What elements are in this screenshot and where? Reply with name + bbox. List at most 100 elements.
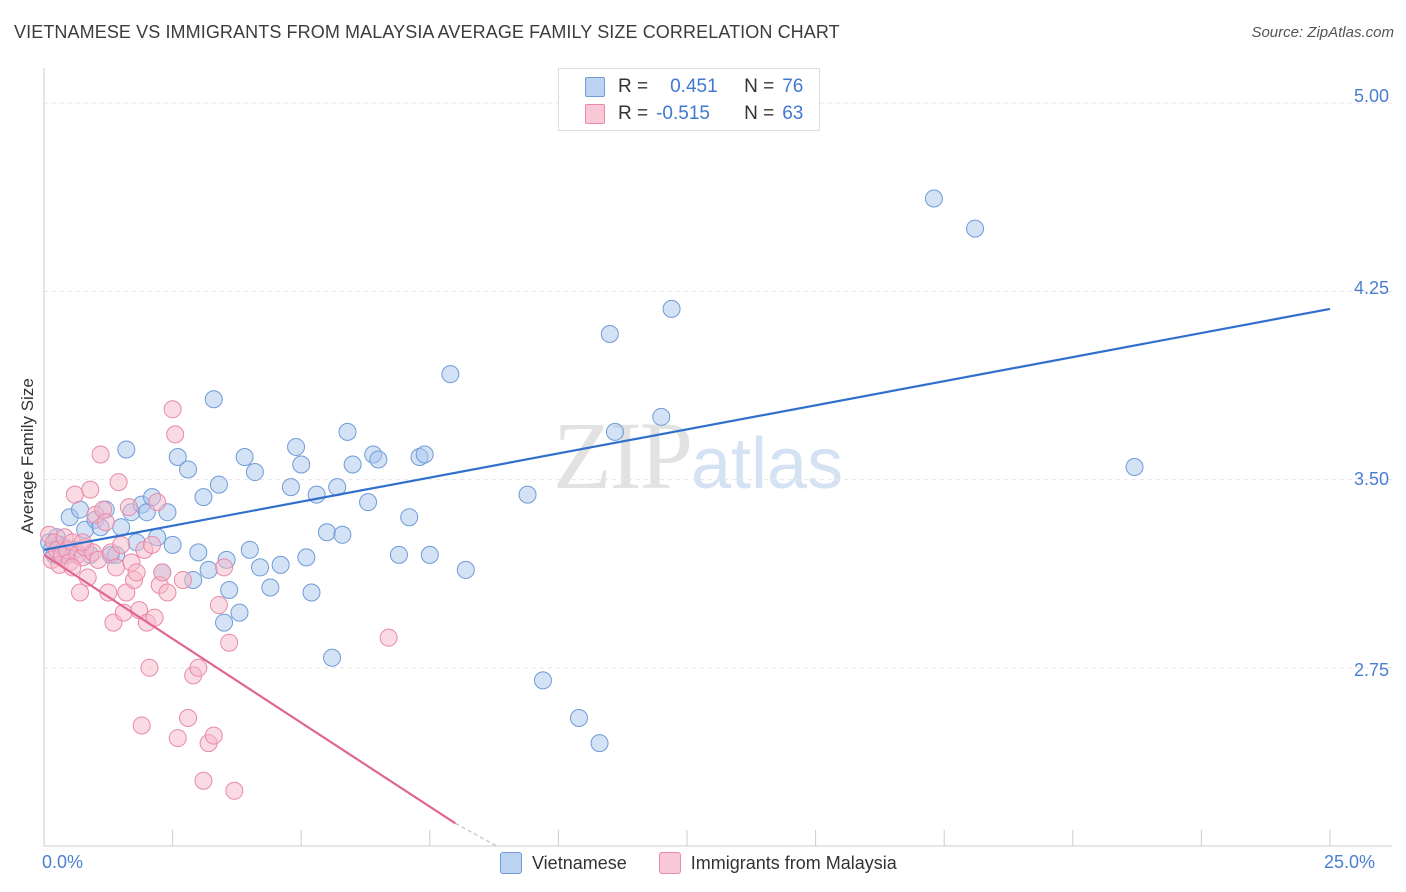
vietnamese-point (924, 189, 943, 208)
vietnamese-point (456, 560, 475, 579)
vietnamese-point (230, 603, 249, 622)
malaysia-trend-extension (455, 822, 498, 847)
vietnamese-point (415, 445, 434, 464)
series-legend: Vietnamese Immigrants from Malaysia (500, 852, 897, 874)
y-tick-label: 5.00 (1354, 86, 1390, 106)
malaysia-point (65, 485, 84, 504)
vietnamese-point (163, 535, 182, 554)
n-label: N = (744, 76, 775, 97)
vietnamese-point (323, 648, 342, 667)
vietnamese-point (605, 422, 624, 441)
vietnamese-point (271, 555, 290, 574)
malaysia-point (166, 425, 185, 444)
malaysia-point (119, 498, 138, 517)
vietnamese-point (117, 440, 136, 459)
malaysia-point (194, 771, 213, 790)
vietnamese-point (245, 463, 264, 482)
legend-row-vietnamese: R = 0.451 N = 76 (585, 75, 803, 99)
r-value: -0.515 (656, 103, 710, 124)
legend-row-malaysia: R = -0.515 N = 63 (585, 102, 803, 126)
vietnamese-point (338, 422, 357, 441)
vietnamese-point (420, 545, 439, 564)
n-value: 76 (782, 76, 804, 97)
malaysia-point (143, 535, 162, 554)
pink-swatch (585, 104, 605, 124)
vietnamese-point (359, 493, 378, 512)
malaysia-point (109, 473, 128, 492)
malaysia-point (81, 480, 100, 499)
x-tick-label: 0.0% (42, 852, 84, 872)
vietnamese-point (297, 548, 316, 567)
malaysia-point (215, 558, 234, 577)
vietnamese-point (220, 581, 239, 599)
malaysia-point (91, 445, 110, 464)
vietnamese-point (369, 450, 388, 469)
malaysia-point (209, 596, 228, 615)
x-tick-label: 25.0% (1324, 852, 1376, 872)
malaysia-point (158, 583, 177, 602)
y-axis-title: Average Family Size (18, 378, 37, 534)
vietnamese-point (662, 299, 681, 318)
y-tick-label: 2.75 (1354, 660, 1390, 680)
vietnamese-point (292, 455, 311, 474)
malaysia-point (107, 558, 126, 577)
source-label: Source: ZipAtlas.com (1251, 24, 1394, 41)
malaysia-point (140, 658, 159, 677)
y-tick-label: 3.50 (1354, 469, 1390, 489)
vietnamese-point (600, 325, 619, 343)
malaysia-point (132, 716, 151, 735)
malaysia-point (153, 563, 172, 582)
malaysia-point (173, 570, 192, 589)
watermark-atlas: atlas (691, 424, 844, 504)
vietnamese-point (652, 407, 671, 426)
vietnamese-point (287, 437, 306, 456)
vietnamese-point (240, 540, 259, 559)
vietnamese-trend-line (43, 307, 1331, 551)
correlation-legend: R = 0.451 N = 76 R = -0.515 N = 63 (558, 68, 820, 131)
vietnamese-point (215, 613, 234, 632)
malaysia-point (204, 726, 223, 745)
r-label: R = (618, 103, 649, 124)
vietnamese-point (400, 508, 419, 527)
vietnamese-point (199, 560, 218, 579)
vietnamese-point (251, 558, 270, 577)
vietnamese-point (966, 219, 985, 238)
r-value: 0.451 (670, 76, 718, 97)
vietnamese-point (343, 455, 362, 474)
malaysia-point (96, 513, 115, 532)
vietnamese-point (71, 500, 90, 519)
vietnamese-point (302, 583, 321, 602)
vietnamese-point (333, 525, 352, 544)
malaysia-point (71, 583, 90, 602)
blue-swatch (585, 77, 605, 97)
vietnamese-point (1125, 458, 1144, 477)
legend-malaysia: Immigrants from Malaysia (690, 852, 897, 873)
vietnamese-point (261, 578, 280, 597)
malaysia-point (225, 781, 244, 800)
vietnamese-point (189, 543, 208, 562)
malaysia-swatch (658, 852, 681, 874)
vietnamese-point (179, 460, 198, 479)
vietnamese-point (441, 365, 460, 384)
vietnamese-point (533, 671, 552, 690)
malaysia-point (127, 563, 146, 582)
vietnamese-point (518, 485, 537, 504)
vietnamese-point (590, 734, 609, 753)
vietnamese-swatch (500, 852, 522, 874)
malaysia-point (379, 628, 398, 647)
n-value: 63 (782, 103, 804, 124)
malaysia-point (168, 729, 187, 748)
vietnamese-point (389, 545, 408, 564)
chart-title: VIETNAMESE VS IMMIGRANTS FROM MALAYSIA A… (14, 22, 840, 42)
malaysia-point (148, 493, 167, 512)
malaysia-point (220, 633, 239, 652)
y-tick-label: 4.25 (1354, 278, 1390, 298)
r-label: R = (618, 76, 649, 97)
n-label: N = (744, 103, 775, 124)
vietnamese-point (317, 523, 336, 542)
malaysia-point (112, 535, 131, 554)
vietnamese-point (209, 475, 228, 494)
malaysia-point (179, 709, 198, 727)
legend-vietnamese: Vietnamese (532, 852, 627, 873)
